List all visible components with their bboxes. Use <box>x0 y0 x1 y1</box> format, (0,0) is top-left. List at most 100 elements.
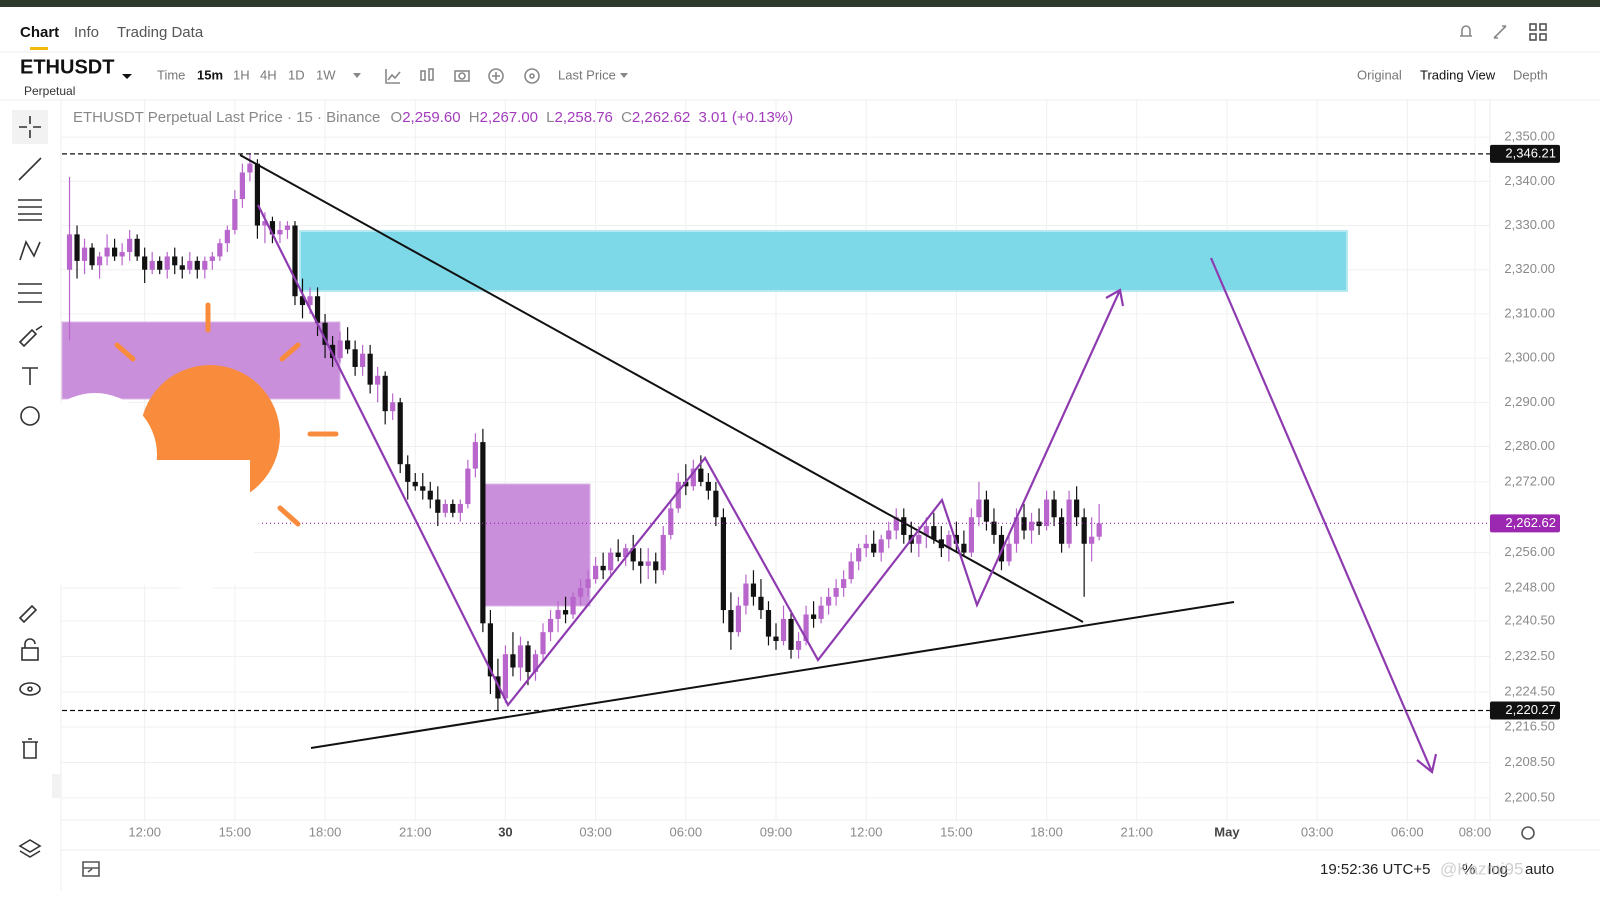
candle-body <box>690 468 696 487</box>
forecast-arrow <box>1209 257 1434 773</box>
candle-body <box>314 296 321 323</box>
y-tick-label: 2,240.50 <box>1504 613 1555 628</box>
candle-body <box>1074 499 1080 518</box>
candle-body <box>480 442 486 624</box>
price-label: 2,346.21 <box>1505 145 1556 160</box>
tab[interactable]: Chart <box>20 24 59 41</box>
candle-body <box>916 534 922 544</box>
candle-body <box>1066 499 1072 544</box>
y-tick-label: 2,272.00 <box>1504 473 1555 488</box>
interval[interactable]: 4H <box>260 67 277 82</box>
y-tick-label: 2,232.50 <box>1504 648 1555 663</box>
price-label-box <box>1490 514 1560 533</box>
drawing-tools[interactable] <box>12 110 48 858</box>
interval[interactable]: 1W <box>316 67 336 82</box>
candle-body <box>991 521 997 535</box>
candle-body <box>750 583 757 597</box>
x-tick-label: 12:00 <box>128 824 161 839</box>
date-range-icon[interactable] <box>82 861 100 877</box>
candle-body <box>848 561 854 580</box>
candle-body <box>758 596 764 611</box>
layout-icon[interactable] <box>1529 23 1547 41</box>
candle-body <box>1006 543 1012 562</box>
candle-body <box>863 543 869 549</box>
candle-body <box>345 340 351 350</box>
candle-body <box>833 587 839 597</box>
tool-icons[interactable] <box>385 68 540 84</box>
candle-body <box>585 579 591 588</box>
order-block <box>480 483 591 607</box>
candle-body <box>998 534 1005 562</box>
view-option[interactable]: Depth <box>1513 67 1548 82</box>
candle-body <box>89 247 95 266</box>
candle-body <box>780 618 787 641</box>
auto-toggle[interactable]: auto <box>1525 861 1554 878</box>
x-tick-label: 21:00 <box>1120 824 1153 839</box>
candle-body <box>382 375 388 412</box>
candle-body <box>1081 517 1087 544</box>
candle-body <box>1013 517 1020 544</box>
interval[interactable]: 1D <box>288 67 305 82</box>
x-tick-label: 09:00 <box>760 824 793 839</box>
candle-body <box>976 499 982 518</box>
watermark: @Kazmi95 <box>1440 859 1523 878</box>
candle-body <box>653 561 659 571</box>
candle-body <box>630 548 636 562</box>
candle-body <box>157 260 163 270</box>
dropdown-icon[interactable] <box>122 74 132 79</box>
symbol[interactable]: ETHUSDT <box>20 56 114 78</box>
candle-body <box>307 296 313 306</box>
y-tick-label: 2,280.00 <box>1504 438 1555 453</box>
interval[interactable]: 1H <box>233 67 250 82</box>
price-label-box <box>1490 701 1560 720</box>
log-toggle[interactable]: log <box>1488 861 1508 878</box>
view-option[interactable]: Trading View <box>1420 67 1496 82</box>
y-tick-label: 2,256.00 <box>1504 544 1555 559</box>
x-tick-label: 06:00 <box>670 824 703 839</box>
candle-body <box>502 654 509 699</box>
candle-body <box>247 163 253 173</box>
candle-body <box>172 256 178 266</box>
candle-body <box>713 490 719 518</box>
view-option[interactable]: Original <box>1357 67 1402 82</box>
candle-body <box>893 517 899 531</box>
bell-icon[interactable] <box>1460 25 1472 37</box>
interval[interactable]: 15m <box>197 67 223 82</box>
candle-body <box>683 481 689 487</box>
settings-icon[interactable] <box>1521 826 1535 840</box>
candle-body <box>232 199 238 230</box>
y-tick-label: 2,290.00 <box>1504 394 1555 409</box>
y-tick-label: 2,310.00 <box>1504 305 1555 320</box>
candle-body <box>322 322 328 345</box>
axes: 2,350.00 2,340.00 2,330.00 2,320.00 2,310.00… <box>62 100 1600 839</box>
x-tick-label: 08:00 <box>1459 824 1492 839</box>
percent-toggle[interactable]: % <box>1462 861 1475 878</box>
candle-body <box>593 565 599 580</box>
candle-body <box>638 561 644 566</box>
panel-toggle[interactable] <box>52 774 61 798</box>
tab[interactable]: Info <box>74 24 99 41</box>
candle-body <box>292 225 298 297</box>
x-tick-label: 15:00 <box>940 824 973 839</box>
candle-body <box>532 654 539 672</box>
candle-body <box>405 464 411 482</box>
candle-body <box>517 645 524 668</box>
tab[interactable]: Trading Data <box>117 24 204 41</box>
price-source[interactable]: Last Price <box>558 67 616 82</box>
more-intervals[interactable] <box>353 73 361 78</box>
candle-body <box>1089 536 1095 544</box>
candle-body <box>886 530 892 540</box>
time-label[interactable]: Time <box>157 67 185 82</box>
candle-body <box>803 614 809 641</box>
candles <box>66 153 1102 711</box>
candle-body <box>352 349 358 367</box>
x-tick-label: 15:00 <box>219 824 252 839</box>
collapse-icon[interactable] <box>1493 25 1507 39</box>
candle-body <box>277 229 283 235</box>
price-label: 2,262.62 <box>1505 515 1556 530</box>
candle-body <box>555 610 561 619</box>
price-source-dropdown[interactable] <box>620 73 628 78</box>
candle-body <box>547 618 554 633</box>
candle-body <box>149 260 155 270</box>
